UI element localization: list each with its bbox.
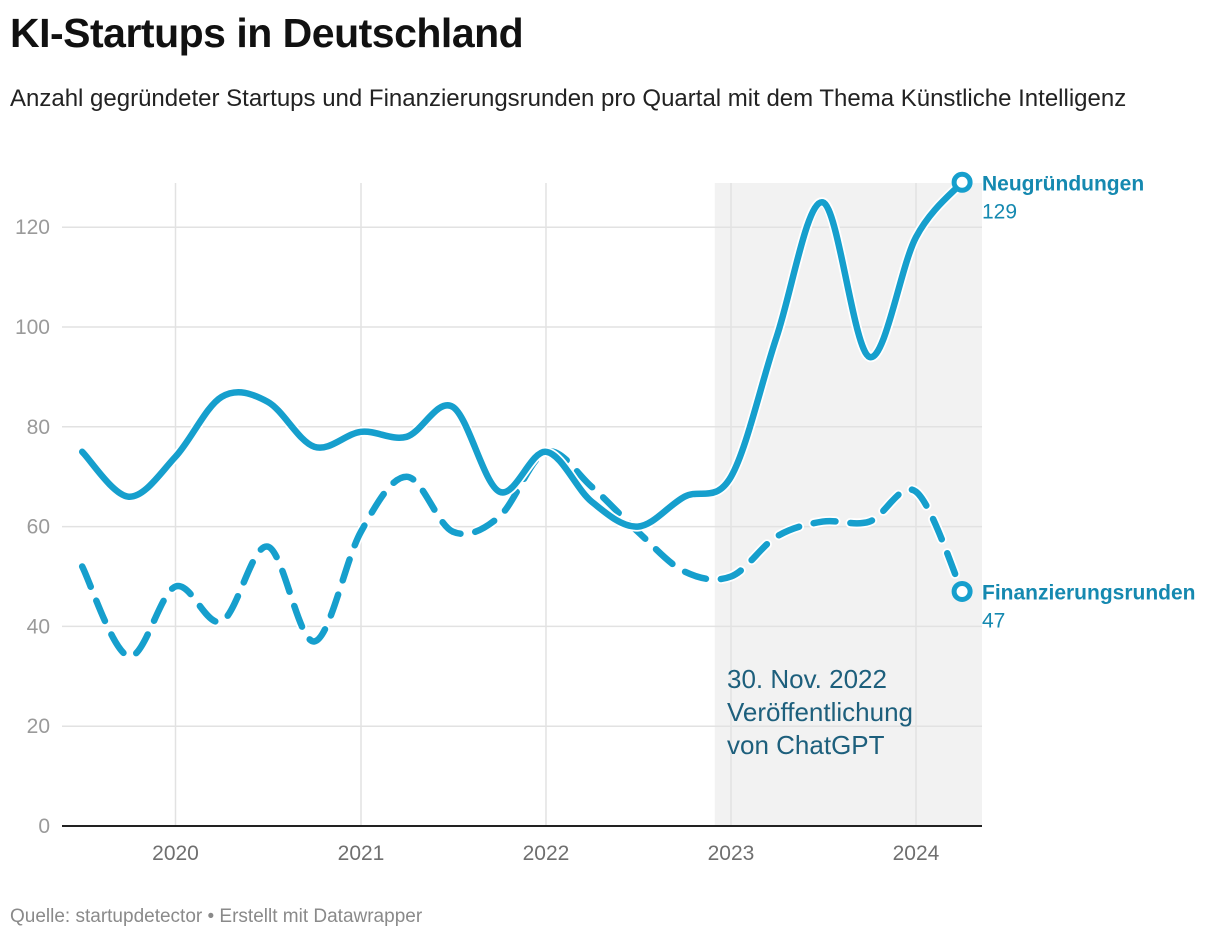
- y-tick-label: 120: [15, 216, 50, 239]
- chatgpt-annotation-line: von ChatGPT: [727, 730, 885, 760]
- end-label-value-neugruendungen: 129: [982, 200, 1017, 223]
- chatgpt-annotation-line: Veröffentlichung: [727, 697, 913, 727]
- y-tick-label: 0: [38, 815, 50, 838]
- end-marker-neugruendungen: [951, 171, 973, 193]
- x-tick-label: 2020: [152, 842, 199, 865]
- end-marker-finanzierungsrunden: [951, 580, 973, 602]
- y-tick-label: 60: [27, 516, 50, 539]
- y-tick-label: 80: [27, 416, 50, 439]
- series-line-neugruendungen: [78, 179, 966, 530]
- x-tick-label: 2024: [893, 842, 940, 865]
- end-label-name-finanzierungsrunden: Finanzierungsrunden: [982, 581, 1196, 604]
- series-line-finanzierungsrunden: [78, 448, 966, 660]
- end-label-name-neugruendungen: Neugründungen: [982, 172, 1144, 195]
- x-tick-label: 2023: [708, 842, 755, 865]
- x-tick-label: 2021: [338, 842, 385, 865]
- chart-title: KI-Startups in Deutschland: [10, 10, 524, 56]
- x-tick-label: 2022: [523, 842, 570, 865]
- y-tick-label: 20: [27, 715, 50, 738]
- y-tick-label: 100: [15, 316, 50, 339]
- end-label-value-finanzierungsrunden: 47: [982, 609, 1005, 632]
- y-tick-label: 40: [27, 615, 50, 638]
- chatgpt-annotation-line: 30. Nov. 2022: [727, 664, 887, 694]
- source-note: Quelle: startupdetector • Erstellt mit D…: [10, 906, 423, 927]
- chart-subtitle: Anzahl gegründeter Startups und Finanzie…: [10, 85, 1127, 112]
